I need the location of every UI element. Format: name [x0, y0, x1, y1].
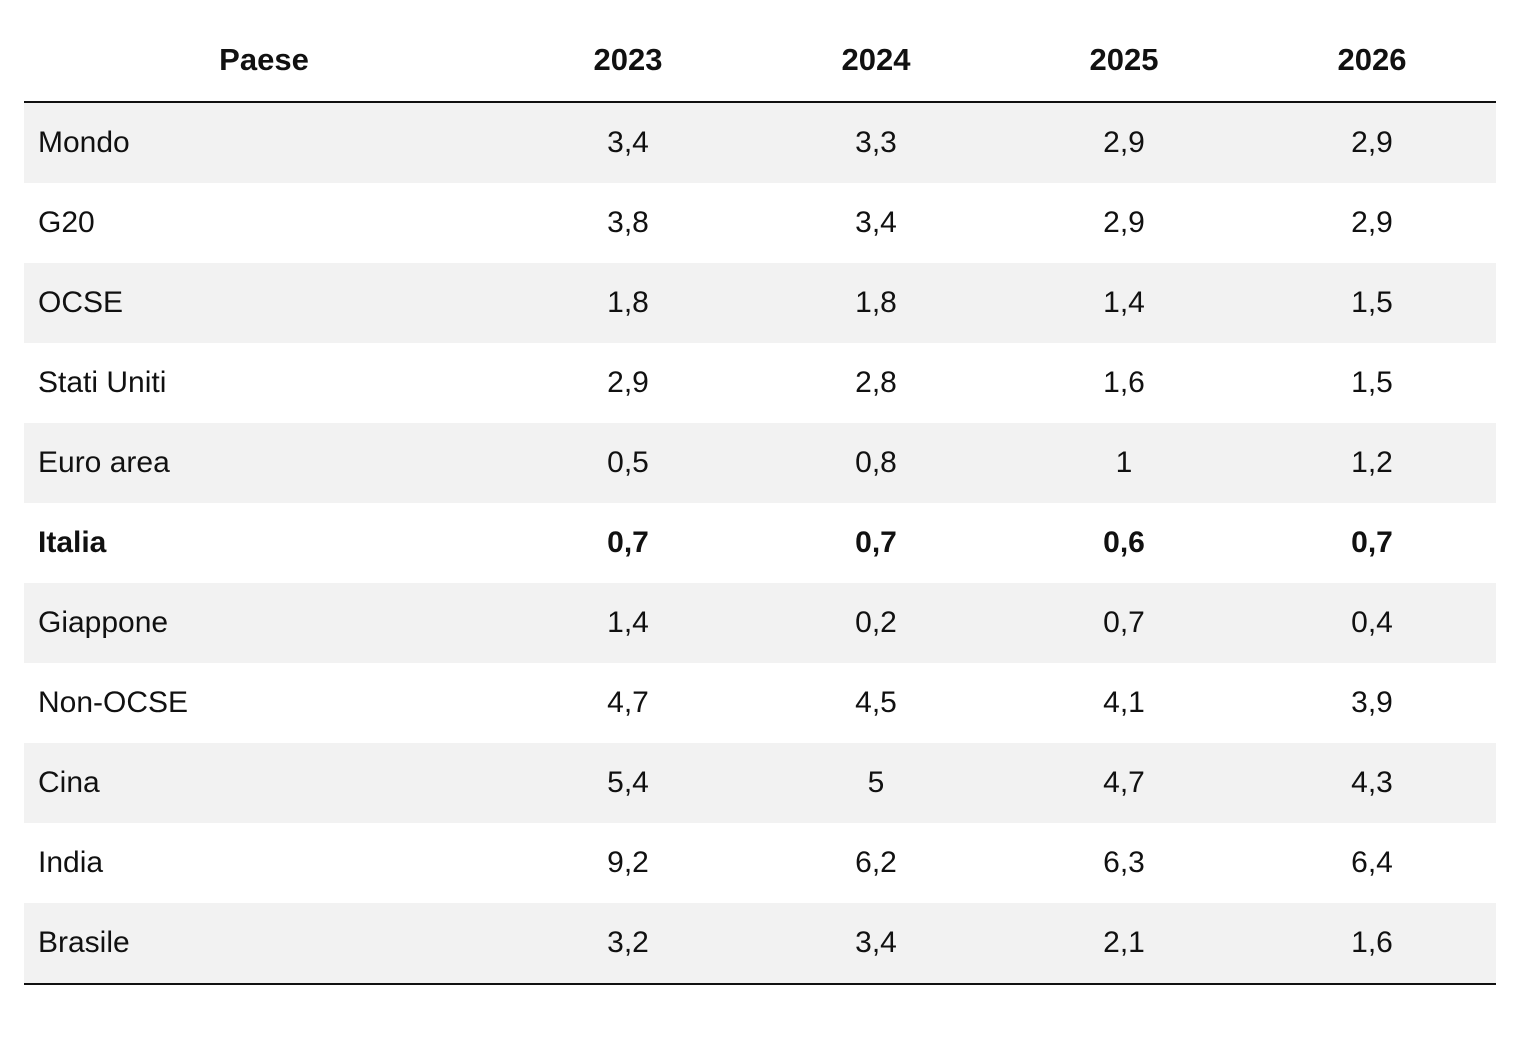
table-row: OCSE 1,8 1,8 1,4 1,5 [24, 263, 1496, 343]
table-body: Mondo 3,4 3,3 2,9 2,9 G20 3,8 3,4 2,9 2,9 OCSE 1,8 1… [24, 102, 1496, 985]
country-cell: Mondo [38, 126, 130, 159]
table-row: Stati Uniti 2,9 2,8 1,6 1,5 [24, 343, 1496, 423]
header-country: Paese [24, 18, 504, 103]
value-cell: 5,4 [607, 766, 649, 799]
value-cell: 2,9 [1103, 206, 1145, 239]
table-row: G20 3,8 3,4 2,9 2,9 [24, 183, 1496, 263]
value-cell: 0,6 [1103, 526, 1145, 559]
country-cell: Italia [38, 526, 107, 559]
table-row: Mondo 3,4 3,3 2,9 2,9 [24, 102, 1496, 183]
value-cell: 0,7 [1351, 526, 1393, 559]
value-cell: 2,1 [1000, 903, 1248, 985]
value-cell: 0,8 [855, 446, 897, 479]
table-row: Euro area 0,5 0,8 1 1,2 [24, 423, 1496, 503]
header-year-2025: 2025 [1000, 18, 1248, 103]
country-cell: Non-OCSE [38, 686, 189, 719]
country-cell: India [38, 846, 104, 879]
value-cell: 5 [867, 766, 885, 799]
value-cell: 0,7 [607, 526, 649, 559]
value-cell: 3,4 [752, 903, 1000, 985]
value-cell: 1 [1115, 446, 1133, 479]
table-row: Cina 5,4 5 4,7 4,3 [24, 743, 1496, 823]
table-row: Non-OCSE 4,7 4,5 4,1 3,9 [24, 663, 1496, 743]
value-cell: 2,9 [1351, 206, 1393, 239]
value-cell: 1,6 [1103, 366, 1145, 399]
gdp-forecast-table: Paese 2023 2024 2025 2026 Mondo 3,4 3,3 2,9… [24, 18, 1496, 985]
value-cell: 4,7 [607, 686, 649, 719]
value-cell: 0,5 [607, 446, 649, 479]
value-cell: 1,8 [855, 286, 897, 319]
value-cell: 1,4 [607, 606, 649, 639]
value-cell: 1,8 [607, 286, 649, 319]
value-cell: 1,6 [1248, 903, 1496, 985]
value-cell: 4,1 [1103, 686, 1145, 719]
country-cell: Cina [38, 766, 100, 799]
header-year-2023: 2023 [504, 18, 752, 103]
header-year-2026: 2026 [1248, 18, 1496, 103]
table-row: Brasile 3,2 3,4 2,1 1,6 [24, 903, 1496, 985]
value-cell: 3,3 [855, 126, 897, 159]
value-cell: 2,9 [1351, 126, 1393, 159]
value-cell: 1,5 [1351, 366, 1393, 399]
table-row: India 9,2 6,2 6,3 6,4 [24, 823, 1496, 903]
value-cell: 4,7 [1103, 766, 1145, 799]
country-cell: Giappone [38, 606, 169, 639]
value-cell: 3,2 [504, 903, 752, 985]
gdp-forecast-table-container: Paese 2023 2024 2025 2026 Mondo 3,4 3,3 2,9… [24, 18, 1496, 985]
value-cell: 2,9 [607, 366, 649, 399]
value-cell: 4,3 [1351, 766, 1393, 799]
value-cell: 2,9 [1103, 126, 1145, 159]
value-cell: 6,4 [1351, 846, 1393, 879]
value-cell: 1,2 [1351, 446, 1393, 479]
country-cell: Euro area [38, 446, 170, 479]
value-cell: 6,2 [855, 846, 897, 879]
value-cell: 3,4 [607, 126, 649, 159]
value-cell: 1,5 [1351, 286, 1393, 319]
table-row: Italia 0,7 0,7 0,6 0,7 [24, 503, 1496, 583]
country-cell: Brasile [24, 903, 504, 985]
country-cell: G20 [38, 206, 95, 239]
value-cell: 9,2 [607, 846, 649, 879]
value-cell: 3,8 [607, 206, 649, 239]
value-cell: 6,3 [1103, 846, 1145, 879]
header-row: Paese 2023 2024 2025 2026 [24, 18, 1496, 103]
header-year-2024: 2024 [752, 18, 1000, 103]
value-cell: 4,5 [855, 686, 897, 719]
country-cell: Stati Uniti [38, 366, 167, 399]
value-cell: 2,8 [855, 366, 897, 399]
value-cell: 0,7 [1103, 606, 1145, 639]
value-cell: 3,4 [855, 206, 897, 239]
value-cell: 3,9 [1351, 686, 1393, 719]
value-cell: 0,4 [1351, 606, 1393, 639]
country-cell: OCSE [38, 286, 124, 319]
table-row: Giappone 1,4 0,2 0,7 0,4 [24, 583, 1496, 663]
value-cell: 0,2 [855, 606, 897, 639]
value-cell: 1,4 [1103, 286, 1145, 319]
value-cell: 0,7 [855, 526, 897, 559]
table-header: Paese 2023 2024 2025 2026 [24, 18, 1496, 103]
